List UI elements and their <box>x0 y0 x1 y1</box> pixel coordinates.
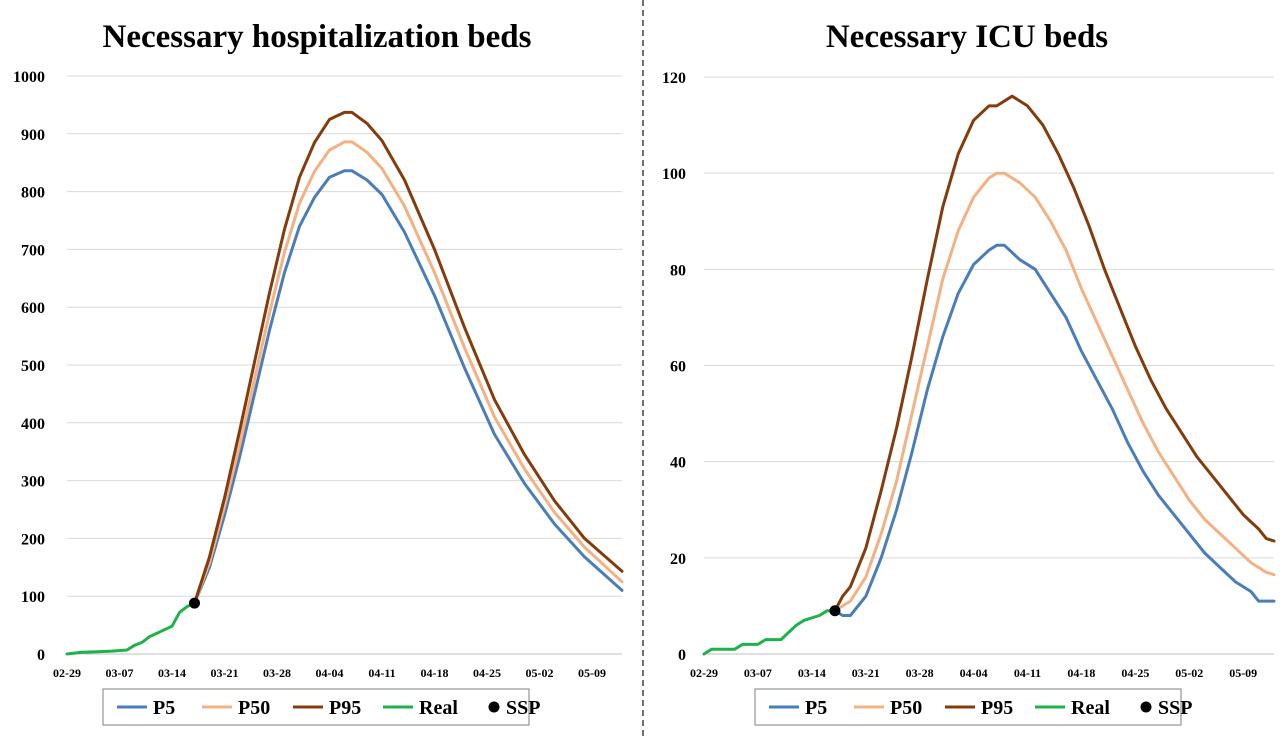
x-tick-label: 04-11 <box>368 666 395 680</box>
legend-label-p5: P5 <box>153 697 175 719</box>
series-line-real <box>702 609 837 656</box>
legend-label-p95: P95 <box>981 697 1013 719</box>
y-tick-label: 900 <box>21 127 45 144</box>
series-line-p5 <box>193 169 624 605</box>
y-tick-label: 300 <box>21 474 45 491</box>
x-tick-label: 04-18 <box>421 666 449 680</box>
legend-label-real: Real <box>1071 697 1110 719</box>
x-tick-label: 05-02 <box>526 666 554 680</box>
series-line-p95 <box>833 94 1276 613</box>
x-tick-label: 03-21 <box>211 666 239 680</box>
y-tick-label: 40 <box>670 455 686 472</box>
y-tick-label: 500 <box>21 358 45 375</box>
series-line-p95 <box>193 110 624 605</box>
x-tick-label: 04-18 <box>1067 666 1095 680</box>
x-tick-label: 04-04 <box>960 666 988 680</box>
legend-label-p50: P50 <box>238 697 270 719</box>
y-tick-label: 600 <box>21 300 45 317</box>
chart-title: Necessary ICU beds <box>826 19 1108 55</box>
ssp-marker <box>189 597 200 609</box>
y-tick-label: 20 <box>670 551 686 568</box>
x-tick-label: 04-25 <box>1121 666 1149 680</box>
y-tick-label: 100 <box>21 589 45 606</box>
series-line-p5 <box>833 243 1276 617</box>
legend-label-p95: P95 <box>329 697 361 719</box>
ssp-marker <box>829 605 841 617</box>
x-tick-label: 05-02 <box>1175 666 1203 680</box>
legend: P5 P50 P95 Real SSP <box>102 688 540 726</box>
y-tick-label: 1000 <box>13 69 45 86</box>
x-tick-label: 02-29 <box>53 666 81 680</box>
series-line-p50 <box>833 171 1276 613</box>
chart-panel-1: Necessary hospitalization beds 0 100 200 300… <box>13 19 624 726</box>
x-tick-label: 03-28 <box>906 666 934 680</box>
y-tick-label: 400 <box>21 416 45 433</box>
x-tick-label: 03-28 <box>263 666 291 680</box>
legend-label-p50: P50 <box>890 697 922 719</box>
y-tick-label: 120 <box>662 70 686 87</box>
legend-label-ssp: SSP <box>506 697 540 719</box>
chart-title: Necessary hospitalization beds <box>103 19 532 55</box>
x-tick-label: 04-11 <box>1014 666 1041 680</box>
y-tick-label: 200 <box>21 531 45 548</box>
legend-label-ssp: SSP <box>1158 697 1192 719</box>
legend-label-p5: P5 <box>805 697 827 719</box>
x-tick-label: 04-04 <box>316 666 344 680</box>
series-line-real <box>65 601 196 656</box>
y-tick-label: 0 <box>37 647 45 664</box>
y-tick-label: 0 <box>678 647 686 664</box>
y-tick-label: 80 <box>670 262 686 279</box>
x-tick-label: 03-14 <box>158 666 186 680</box>
x-tick-label: 03-21 <box>852 666 880 680</box>
x-tick-label: 03-07 <box>106 666 134 680</box>
x-tick-label: 02-29 <box>690 666 718 680</box>
chart-panel-2: Necessary ICU beds 0 20 40 60 80 100 120 02-29 03… <box>662 19 1276 726</box>
series-line-p50 <box>193 140 624 605</box>
y-tick-label: 100 <box>662 166 686 183</box>
legend: P5 P50 P95 Real SSP <box>754 688 1192 726</box>
x-tick-label: 03-07 <box>744 666 772 680</box>
legend-label-real: Real <box>419 697 458 719</box>
y-tick-label: 700 <box>21 242 45 259</box>
y-tick-label: 800 <box>21 185 45 202</box>
x-tick-label: 03-14 <box>798 666 826 680</box>
x-tick-label: 05-09 <box>1229 666 1257 680</box>
y-tick-label: 60 <box>670 359 686 376</box>
legend-marker-ssp <box>1140 701 1152 713</box>
legend-marker-ssp <box>488 701 500 713</box>
x-tick-label: 05-09 <box>578 666 606 680</box>
x-tick-label: 04-25 <box>473 666 501 680</box>
